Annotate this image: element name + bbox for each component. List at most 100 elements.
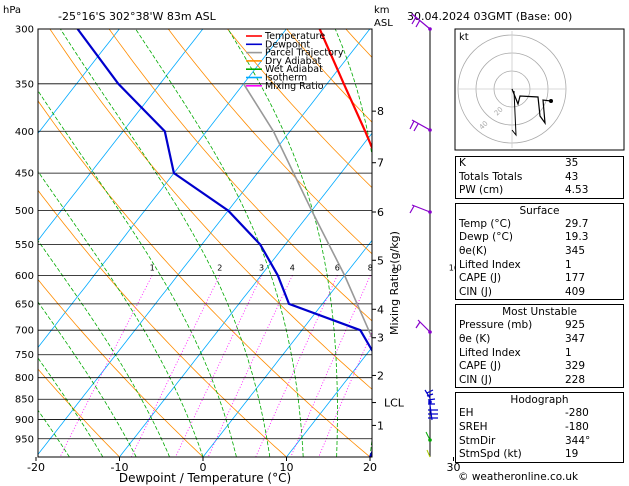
- mixing-ratio-label: 2: [217, 263, 222, 272]
- parcel-trajectory-line: [242, 83, 372, 340]
- info-label: θe(K): [459, 244, 487, 257]
- legend-entry: Parcel Trajectory: [265, 48, 344, 59]
- hodograph-box: Hodograph EH -280 SREH -180 StmDir 344° StmSpd …: [455, 392, 624, 463]
- info-row: θe (K) 347: [456, 333, 623, 347]
- x-tick-label: 30: [447, 461, 461, 474]
- pressure-tick-label: 700: [15, 326, 34, 337]
- pressure-tick-label: 600: [15, 271, 34, 282]
- x-axis-label: Dewpoint / Temperature (°C): [119, 471, 291, 485]
- datetime-title: 30.04.2024 03GMT (Base: 00): [407, 10, 572, 23]
- info-label: EH: [459, 407, 474, 420]
- info-row: SREH -180: [456, 421, 623, 435]
- km-tick-label: 3: [377, 332, 384, 345]
- hpa-label: hPa: [3, 5, 21, 16]
- info-value: 347: [565, 332, 586, 345]
- info-value: 344°: [565, 434, 591, 447]
- info-panel: K 35 Totals Totals 43 PW (cm) 4.53 Surface Tem…: [455, 156, 624, 467]
- pressure-tick-label: 350: [15, 79, 34, 90]
- x-tick-label: 10: [280, 461, 294, 474]
- info-label: Lifted Index: [459, 258, 521, 271]
- isotherm-line: [38, 29, 204, 242]
- hodograph-unit-label: kt: [459, 32, 469, 43]
- km-tick-label: 2: [377, 369, 384, 382]
- box-title: Surface: [519, 204, 560, 217]
- x-tick-label: -10: [111, 461, 129, 474]
- mixing-ratio-label: 4: [290, 263, 295, 272]
- legend-entry: Dewpoint: [265, 39, 310, 50]
- info-label: StmDir: [459, 434, 496, 447]
- info-row: StmDir 344°: [456, 435, 623, 449]
- info-row: θe(K) 345: [456, 245, 623, 259]
- wet-adiabat-line: [60, 29, 271, 457]
- pressure-tick-label: 800: [15, 373, 34, 384]
- hodograph: kt 20 40: [454, 28, 625, 151]
- info-row: PW (cm) 4.53: [456, 184, 623, 198]
- y-axis-label: Mixing Ratio (g/kg): [388, 231, 401, 335]
- km-tick-label: 6: [377, 206, 384, 219]
- info-value: 4.53: [565, 184, 589, 197]
- pressure-tick-label: 400: [15, 127, 34, 138]
- plot-frame: [37, 28, 373, 458]
- surface-box: Surface Temp (°C) 29.7 Dewp (°C) 19.3 θe(K) 34…: [455, 202, 624, 301]
- info-row: Lifted Index 1: [456, 347, 623, 361]
- wet-adiabat-line: [334, 29, 372, 457]
- info-value: 35: [565, 157, 579, 169]
- info-label: SREH: [459, 420, 488, 433]
- legend-entry: Temperature: [264, 31, 325, 42]
- info-value: 345: [565, 244, 586, 257]
- dry-adiabat-line: [167, 29, 372, 255]
- dewpoint-line: [76, 29, 372, 457]
- mixing-ratio-label: 6: [335, 263, 340, 272]
- wet-adiabat-line: [227, 29, 338, 457]
- x-tick-label: -20: [27, 461, 45, 474]
- wet-adiabat-line: [403, 29, 446, 457]
- copyright: © weatheronline.co.uk: [458, 471, 579, 483]
- info-label: Dewp (°C): [459, 231, 513, 244]
- info-value: 409: [565, 285, 586, 298]
- info-row: Dewp (°C) 19.3: [456, 231, 623, 245]
- pressure-tick-label: 300: [15, 25, 34, 36]
- info-label: Pressure (mb): [459, 319, 533, 332]
- dry-adiabat-line: [38, 189, 287, 457]
- isotherm-line: [286, 346, 372, 457]
- pressure-tick-label: 750: [15, 350, 34, 361]
- info-label: PW (cm): [459, 184, 504, 197]
- info-row: CAPE (J) 329: [456, 360, 623, 374]
- info-row: CIN (J) 228: [456, 374, 623, 388]
- mixing-ratio-label: 1: [150, 263, 155, 272]
- x-tick-label: 0: [200, 461, 207, 474]
- legend-entry: Isotherm: [265, 73, 307, 84]
- most-unstable-box: Most Unstable Pressure (mb) 925 θe (K) 347 Li…: [455, 304, 624, 389]
- wet-adiabat-line: [38, 357, 104, 457]
- info-label: CAPE (J): [459, 272, 502, 285]
- mixing-ratio-line: [290, 275, 371, 457]
- asl-label: ASL: [374, 18, 393, 29]
- info-value: 228: [565, 373, 586, 386]
- info-label: CIN (J): [459, 373, 492, 386]
- km-tick-label: 7: [377, 157, 384, 170]
- info-label: CAPE (J): [459, 360, 502, 373]
- mixing-ratio-line: [130, 275, 221, 457]
- temperature-line: [318, 29, 372, 151]
- pressure-tick-label: 900: [15, 415, 34, 426]
- info-row: CAPE (J) 177: [456, 272, 623, 286]
- location-title: -25°16'S 302°38'W 83m ASL: [58, 10, 217, 23]
- mixing-ratio-label: 8: [368, 263, 373, 272]
- legend-entry: Mixing Ratio: [265, 81, 324, 92]
- dry-adiabat-line: [227, 29, 372, 189]
- mixing-ratio-label: 3: [259, 263, 264, 272]
- isotherm-line: [119, 132, 372, 457]
- x-tick-label: 20: [363, 461, 377, 474]
- info-value: 1: [565, 258, 572, 271]
- info-row: K 35: [456, 157, 623, 171]
- km-label: km: [374, 5, 390, 16]
- km-tick-label: 1: [377, 419, 384, 432]
- pressure-tick-label: 500: [15, 206, 34, 217]
- wet-adiabat-line: [135, 29, 304, 457]
- info-value: 29.7: [565, 217, 589, 230]
- wind-profile: [409, 13, 438, 458]
- pressure-tick-label: 850: [15, 395, 34, 406]
- pressure-tick-label: 950: [15, 434, 34, 445]
